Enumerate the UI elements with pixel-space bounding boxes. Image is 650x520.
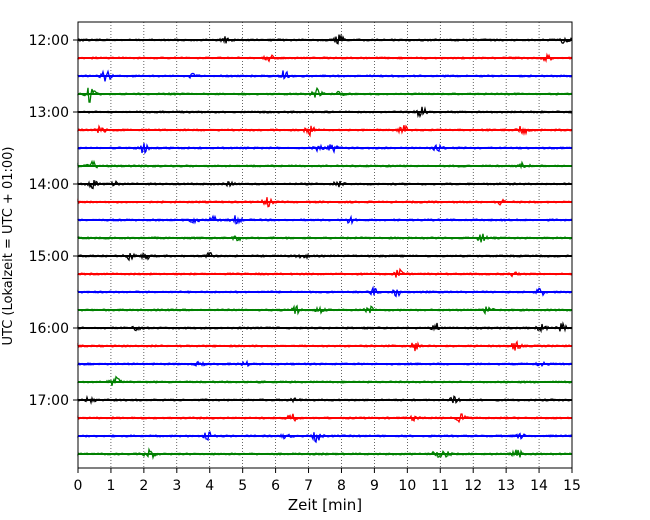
y-tick-label: 15:00 (29, 249, 69, 265)
y-tick-label: 17:00 (29, 393, 69, 409)
grid-lines (110, 22, 540, 468)
x-tick-label: 4 (205, 478, 214, 494)
y-tick-label: 13:00 (29, 105, 69, 121)
x-tick-label: 5 (238, 478, 247, 494)
x-axis-label: Zeit [min] (288, 496, 362, 514)
y-axis-label: UTC (Lokalzeit = UTC + 01:00) (1, 147, 16, 346)
x-axis-ticks: 0 1 2 3 4 5 6 7 8 9 10 11 12 13 14 15 (74, 468, 581, 494)
trace-series (77, 33, 573, 461)
x-tick-label: 15 (563, 478, 581, 494)
y-tick-label: 16:00 (29, 321, 69, 337)
x-tick-label: 7 (304, 478, 313, 494)
x-tick-label: 11 (431, 478, 449, 494)
x-tick-label: 12 (464, 478, 482, 494)
y-axis-ticks: 12:00 13:00 14:00 15:00 16:00 17:00 (29, 33, 78, 409)
x-tick-label: 2 (139, 478, 148, 494)
x-tick-label: 14 (530, 478, 548, 494)
x-tick-label: 3 (172, 478, 181, 494)
x-tick-label: 13 (497, 478, 515, 494)
x-tick-label: 0 (74, 478, 83, 494)
y-tick-label: 14:00 (29, 177, 69, 193)
plot-frame (77, 21, 573, 469)
y-tick-label: 12:00 (29, 33, 69, 49)
x-tick-label: 10 (398, 478, 416, 494)
x-tick-label: 6 (271, 478, 280, 494)
x-tick-label: 8 (337, 478, 346, 494)
x-tick-label: 1 (106, 478, 115, 494)
x-tick-label: 9 (370, 478, 379, 494)
trace-line (77, 431, 573, 444)
